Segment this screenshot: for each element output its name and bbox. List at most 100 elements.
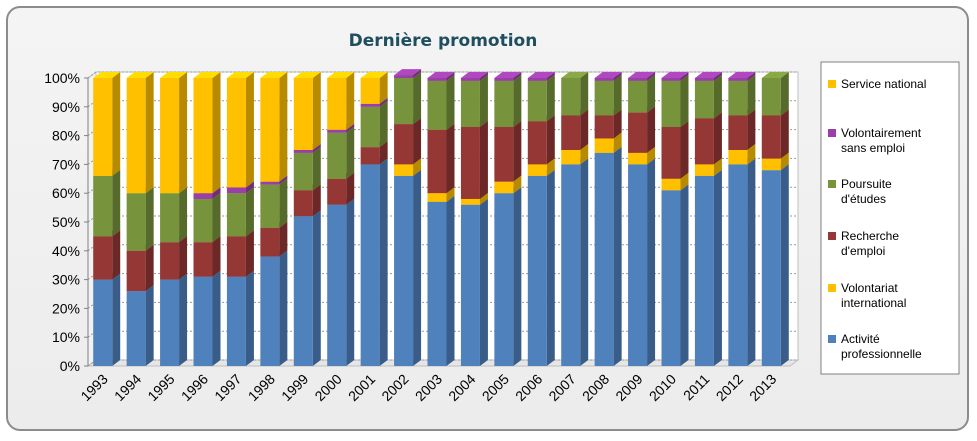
legend-box — [820, 61, 960, 375]
x-tick-label: 2012 — [713, 371, 746, 404]
bar-segment-side — [680, 72, 689, 81]
bar-segment-side — [680, 184, 689, 366]
bar-segment-top — [360, 72, 388, 78]
bar-segment — [527, 80, 547, 122]
bar-segment — [394, 78, 414, 125]
legend-label: international — [841, 296, 906, 310]
bar-segment — [394, 175, 414, 366]
x-tick-label: 1999 — [278, 371, 311, 404]
legend-label: Volontairement — [841, 126, 922, 140]
bar-stack-1998 — [260, 72, 288, 366]
bar-segment — [594, 152, 614, 366]
x-tick-label: 2007 — [545, 371, 578, 404]
bar-segment — [694, 80, 714, 119]
bar-segment-side — [713, 169, 722, 366]
bar-stack-2009 — [628, 72, 656, 366]
x-tick-label: 2006 — [512, 371, 545, 404]
bar-segment-side — [513, 72, 522, 81]
bar-segment — [160, 279, 180, 366]
bar-segment-side — [446, 187, 455, 202]
bar-segment-side — [647, 74, 656, 113]
bar-segment-side — [546, 169, 555, 366]
bar-segment-side — [279, 250, 288, 366]
bar-segment-side — [245, 72, 254, 188]
bar-segment — [293, 150, 313, 153]
y-tick-label: 40% — [52, 243, 80, 259]
bar-segment-top — [494, 72, 522, 78]
bar-segment-top — [628, 72, 656, 78]
bar-segment-side — [179, 273, 188, 366]
bar-segment-side — [245, 270, 254, 366]
bar-segment-top — [661, 72, 689, 78]
bar-segment-side — [479, 74, 488, 127]
bar-segment — [761, 158, 781, 171]
bar-segment — [193, 276, 213, 366]
y-tick-label: 10% — [52, 329, 80, 345]
bar-segment — [160, 78, 180, 194]
x-tick-label: 1993 — [77, 371, 110, 404]
bar-segment-side — [647, 146, 656, 165]
y-tick-label: 50% — [52, 214, 80, 230]
y-tick-label: 20% — [52, 300, 80, 316]
bar-segment-side — [613, 109, 622, 139]
bar-segment-top — [193, 72, 221, 78]
bar-segment — [327, 132, 347, 179]
bar-segment-side — [613, 132, 622, 153]
bar-segment — [728, 164, 748, 366]
bar-segment-side — [713, 72, 722, 81]
bar-segment — [427, 193, 447, 202]
bar-segment — [661, 78, 681, 81]
bar-segment-side — [346, 198, 355, 366]
bar-segment-side — [379, 158, 388, 366]
bar-segment-side — [580, 72, 589, 116]
bar-segment-side — [112, 72, 121, 176]
bar-stack-1995 — [160, 72, 188, 366]
legend-label: d'études — [841, 192, 886, 206]
gridline — [87, 71, 798, 79]
bar-segment — [293, 78, 313, 150]
bar-segment-side — [613, 72, 622, 81]
bar-segment — [126, 250, 146, 292]
y-tick-label: 0% — [60, 358, 80, 374]
bar-stack-2012 — [728, 72, 756, 366]
bar-segment — [761, 170, 781, 366]
bar-segment — [561, 164, 581, 366]
bar-segment-side — [580, 109, 589, 150]
y-tick-label: 70% — [52, 156, 80, 172]
bar-segment-side — [212, 192, 221, 243]
bar-segment — [193, 78, 213, 194]
bar-segment-top — [327, 72, 355, 78]
bar-segment — [360, 147, 380, 165]
bar-stack-2001 — [360, 72, 388, 366]
bar-segment-side — [279, 72, 288, 182]
bar-segment-side — [312, 146, 321, 191]
legend-label: Activité — [841, 332, 880, 346]
bar-segment-side — [580, 144, 589, 165]
bar-stack-2010 — [661, 72, 689, 366]
bar-segment-side — [647, 72, 656, 81]
x-tick-label: 1998 — [245, 371, 278, 404]
bar-segment-side — [145, 72, 154, 194]
bar-segment — [260, 181, 280, 185]
bar-segment-side — [479, 192, 488, 205]
bar-segment-side — [747, 109, 756, 150]
bar-segment-side — [346, 172, 355, 205]
bar-segment — [527, 175, 547, 366]
x-tick-label: 1997 — [211, 371, 244, 404]
bar-segment — [427, 80, 447, 130]
bar-stack-1999 — [293, 72, 321, 366]
bar-segment — [661, 190, 681, 366]
bar-segment — [661, 126, 681, 179]
bar-segment-side — [546, 115, 555, 165]
bar-segment — [527, 78, 547, 81]
bar-stack-2004 — [460, 72, 488, 366]
x-tick-label: 2013 — [746, 371, 779, 404]
legend-swatch — [828, 335, 836, 343]
bar-segment-side — [379, 141, 388, 165]
bar-segment-top — [561, 72, 589, 78]
bar-segment-side — [346, 123, 355, 133]
bar-segment-side — [145, 244, 154, 292]
bar-segment-side — [713, 158, 722, 176]
bar-segment-top — [460, 72, 488, 78]
